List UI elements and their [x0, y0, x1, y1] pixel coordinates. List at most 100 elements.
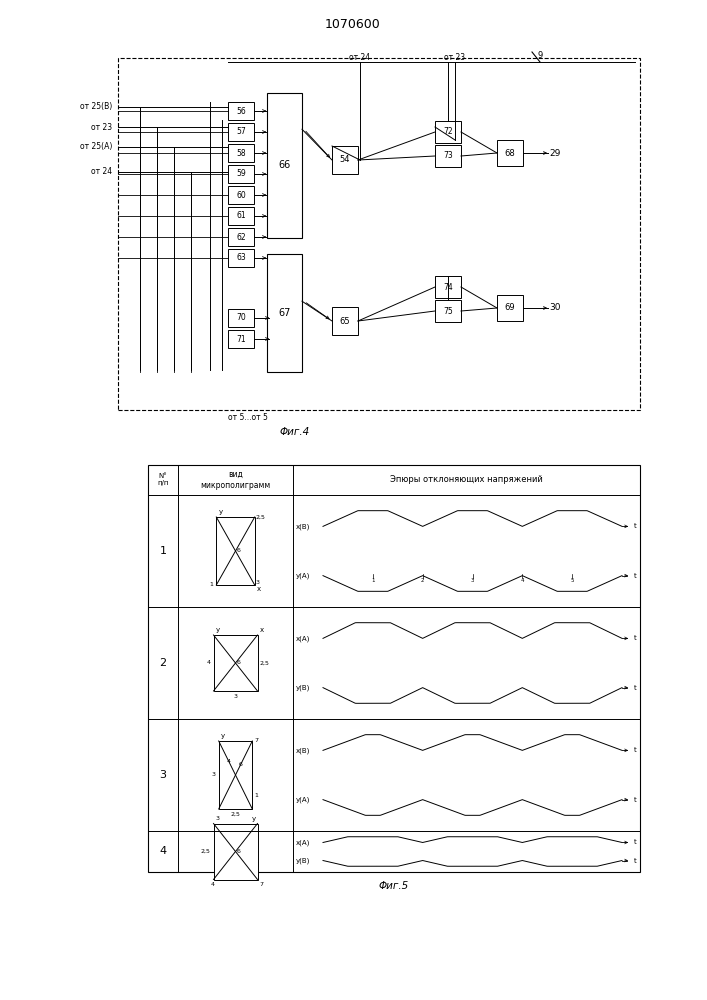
Bar — [435, 121, 461, 143]
Text: t: t — [633, 797, 636, 803]
Bar — [497, 295, 523, 321]
Text: 2,5: 2,5 — [256, 514, 266, 520]
Text: от 25(В): от 25(В) — [80, 103, 112, 111]
Text: 68: 68 — [505, 148, 515, 157]
Bar — [228, 207, 254, 225]
Bar — [228, 249, 254, 267]
Text: 4: 4 — [206, 660, 211, 666]
Text: 3: 3 — [211, 772, 216, 778]
Text: 1070600: 1070600 — [325, 18, 381, 31]
Text: 3: 3 — [216, 816, 219, 821]
Text: 2: 2 — [421, 578, 424, 583]
Text: 6: 6 — [237, 548, 240, 554]
Text: 9: 9 — [537, 51, 543, 60]
Bar — [214, 824, 257, 880]
Bar — [228, 186, 254, 204]
Text: 2: 2 — [160, 658, 167, 668]
Text: 70: 70 — [236, 314, 246, 322]
Text: 3: 3 — [471, 578, 474, 583]
Text: 58: 58 — [236, 148, 246, 157]
Text: x(В): x(В) — [296, 523, 310, 530]
Text: 62: 62 — [236, 232, 246, 241]
Text: Φиг.5: Φиг.5 — [379, 881, 409, 891]
Text: x(А): x(А) — [296, 635, 310, 642]
Text: 6: 6 — [237, 849, 240, 854]
Text: 1: 1 — [255, 793, 258, 798]
Bar — [228, 228, 254, 246]
Text: x: x — [257, 586, 261, 592]
Bar — [148, 465, 640, 872]
Bar — [267, 254, 302, 372]
Text: t: t — [633, 858, 636, 864]
Bar — [214, 635, 257, 691]
Text: 6: 6 — [237, 660, 240, 666]
Text: от 25(А): от 25(А) — [80, 142, 112, 151]
Text: 3: 3 — [256, 580, 259, 584]
Bar — [228, 123, 254, 141]
Text: x(А): x(А) — [296, 839, 310, 846]
Text: 5: 5 — [571, 578, 574, 583]
Text: 4: 4 — [160, 846, 167, 856]
Bar — [118, 58, 640, 410]
Text: 74: 74 — [443, 282, 453, 292]
Text: 29: 29 — [549, 148, 561, 157]
Bar — [332, 307, 358, 335]
Text: t: t — [633, 685, 636, 691]
Text: 6: 6 — [238, 762, 243, 767]
Text: 75: 75 — [443, 306, 453, 316]
Bar — [332, 146, 358, 174]
Text: 7: 7 — [259, 882, 264, 887]
Text: y: y — [218, 509, 223, 515]
Text: 71: 71 — [236, 334, 246, 344]
Text: 56: 56 — [236, 106, 246, 115]
Text: t: t — [633, 523, 636, 529]
Text: t: t — [633, 839, 636, 845]
Text: x(В): x(В) — [296, 747, 310, 754]
Text: 4: 4 — [226, 759, 230, 764]
Text: 30: 30 — [549, 304, 561, 312]
Text: Φиг.4: Φиг.4 — [280, 427, 310, 437]
Bar — [218, 741, 252, 809]
Bar — [497, 140, 523, 166]
Text: 3: 3 — [160, 770, 167, 780]
Bar — [228, 102, 254, 120]
Text: от 23: от 23 — [91, 122, 112, 131]
Text: 2,5: 2,5 — [230, 812, 240, 816]
Text: 1: 1 — [371, 578, 375, 583]
Text: от 23: от 23 — [445, 53, 466, 62]
Text: от 24: от 24 — [349, 53, 370, 62]
Text: от 24: от 24 — [91, 167, 112, 176]
Bar — [228, 144, 254, 162]
Text: y(В): y(В) — [296, 857, 310, 864]
Text: y(А): y(А) — [296, 796, 310, 803]
Text: 1: 1 — [209, 582, 214, 587]
Bar — [228, 330, 254, 348]
Text: Эпюры отклоняющих напряжений: Эпюры отклоняющих напряжений — [390, 476, 543, 485]
Text: 57: 57 — [236, 127, 246, 136]
Text: 7: 7 — [255, 738, 258, 744]
Bar — [267, 93, 302, 238]
Text: 2,5: 2,5 — [259, 660, 269, 666]
Bar — [228, 309, 254, 327]
Text: t: t — [633, 635, 636, 641]
Text: от 5...от 5: от 5...от 5 — [228, 412, 268, 422]
Text: y(В): y(В) — [296, 684, 310, 691]
Text: 73: 73 — [443, 151, 453, 160]
Text: вид
микрополиграмм: вид микрополиграмм — [200, 470, 271, 490]
Text: t: t — [633, 573, 636, 579]
Text: 69: 69 — [505, 304, 515, 312]
Text: 54: 54 — [340, 155, 350, 164]
Text: 72: 72 — [443, 127, 452, 136]
Text: x: x — [259, 627, 264, 633]
Text: t: t — [633, 747, 636, 753]
Bar — [216, 517, 255, 585]
Text: y: y — [216, 627, 220, 633]
Text: 3: 3 — [233, 694, 238, 698]
Text: y(А): y(А) — [296, 572, 310, 579]
Text: 63: 63 — [236, 253, 246, 262]
Text: y: y — [221, 733, 225, 739]
Text: 60: 60 — [236, 190, 246, 200]
Bar — [435, 145, 461, 167]
Bar — [228, 165, 254, 183]
Text: 2,5: 2,5 — [201, 849, 211, 854]
